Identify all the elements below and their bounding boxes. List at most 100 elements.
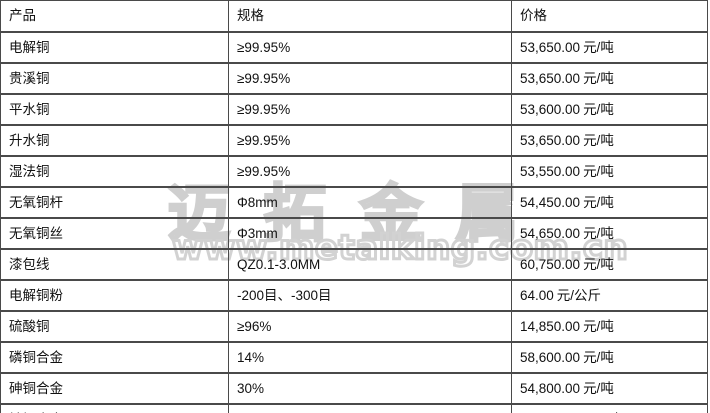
- column-header-spec-label: 规格: [237, 8, 264, 24]
- price-unit: 元/吨: [583, 163, 614, 179]
- product-name: 湿法铜: [9, 163, 50, 179]
- price-unit: 元/吨: [583, 132, 614, 148]
- price-unit: 元/吨: [583, 39, 614, 55]
- cell-product: 平水铜: [0, 93, 229, 126]
- price-unit: 元/吨: [583, 256, 614, 272]
- product-spec: Φ3mm: [237, 225, 278, 241]
- column-header-product: 产品: [0, 0, 229, 33]
- price-amount: 53,650.00: [520, 39, 581, 55]
- table-row: 磷铜合金 14% 58,600.00 元/吨: [0, 341, 708, 374]
- price-unit: 元/吨: [583, 194, 614, 210]
- price-amount: 58,600.00: [520, 349, 581, 365]
- table-row: 砷铜合金 30% 54,800.00 元/吨: [0, 372, 708, 405]
- product-spec: QZ0.1-3.0MM: [237, 256, 321, 272]
- price-amount: 53,550.00: [520, 163, 581, 179]
- cell-spec: QZ0.1-3.0MM: [228, 248, 512, 281]
- product-name: 砷铜合金: [9, 380, 63, 396]
- product-spec: ≥99.95%: [237, 163, 291, 179]
- cell-price: 64.00 元/公斤: [511, 279, 708, 312]
- product-spec: Φ8mm: [237, 194, 278, 210]
- table-row: 无氧铜丝 Φ3mm 54,650.00 元/吨: [0, 217, 708, 250]
- cell-price: 53,650.00 元/吨: [511, 124, 708, 157]
- cell-price: 53,650.00 元/吨: [511, 31, 708, 64]
- cell-spec: ≥99.95%: [228, 62, 512, 95]
- product-name: 电解铜粉: [9, 287, 63, 303]
- product-spec: ≥99.95%: [237, 132, 291, 148]
- price-value-wrap: 54,800.00 元/吨: [520, 382, 707, 396]
- table-row: 升水铜 ≥99.95% 53,650.00 元/吨: [0, 124, 708, 157]
- table-header: 产品 规格 价格: [0, 0, 708, 33]
- cell-price: 54,800.00 元/吨: [511, 372, 708, 405]
- cell-spec: ≥99.95%: [228, 31, 512, 64]
- table-row: 无氧铜杆 Φ8mm 54,450.00 元/吨: [0, 186, 708, 219]
- price-amount: 54,800.00: [520, 380, 581, 396]
- price-amount: 60,750.00: [520, 256, 581, 272]
- product-spec: ≥99.95%: [237, 101, 291, 117]
- cell-spec: ≥99.95%: [228, 155, 512, 188]
- cell-product: 电解铜: [0, 31, 229, 64]
- product-spec: 30%: [237, 380, 265, 396]
- cell-spec: 30%: [228, 372, 512, 405]
- cell-spec: Φ3mm: [228, 217, 512, 250]
- table-row: 硫酸铜 ≥96% 14,850.00 元/吨: [0, 310, 708, 343]
- cell-price: 53,650.00 元/吨: [511, 62, 708, 95]
- price-value-wrap: 53,650.00 元/吨: [520, 72, 707, 86]
- table-row: 漆包线 QZ0.1-3.0MM 60,750.00 元/吨: [0, 248, 708, 281]
- table-row: 电解铜 ≥99.95% 53,650.00 元/吨: [0, 31, 708, 64]
- cell-spec: ≥99.95%: [228, 93, 512, 126]
- column-header-price: 价格: [511, 0, 708, 33]
- cell-product: 铍铜合金: [0, 403, 229, 413]
- product-name: 无氧铜杆: [9, 194, 63, 210]
- cell-product: 硫酸铜: [0, 310, 229, 343]
- price-amount: 14,850.00: [520, 318, 581, 334]
- cell-product: 无氧铜杆: [0, 186, 229, 219]
- price-unit: 元/吨: [583, 101, 614, 117]
- price-unit: 元/吨: [583, 70, 614, 86]
- cell-price: 60,750.00 元/吨: [511, 248, 708, 281]
- product-name: 电解铜: [9, 39, 50, 55]
- cell-price: 53,600.00 元/吨: [511, 93, 708, 126]
- price-amount: 53,650.00: [520, 132, 581, 148]
- product-spec: ≥96%: [237, 318, 272, 334]
- product-name: 磷铜合金: [9, 349, 63, 365]
- price-unit: 元/吨: [583, 380, 614, 396]
- price-unit: 元/吨: [583, 225, 614, 241]
- product-name: 无氧铜丝: [9, 225, 63, 241]
- table-row: 铍铜合金3.0-3.6%138,800.00元/吨: [0, 403, 708, 413]
- cell-product: 贵溪铜: [0, 62, 229, 95]
- cell-spec: ≥99.95%: [228, 124, 512, 157]
- cell-spec: 3.0-3.6%: [228, 403, 512, 413]
- price-amount: 53,600.00: [520, 101, 581, 117]
- cell-price: 138,800.00元/吨: [511, 403, 708, 413]
- product-spec: -200目、-300目: [237, 287, 332, 303]
- cell-spec: Φ8mm: [228, 186, 512, 219]
- price-amount: 54,450.00: [520, 194, 581, 210]
- product-name: 贵溪铜: [9, 70, 50, 86]
- cell-price: 14,850.00 元/吨: [511, 310, 708, 343]
- price-value-wrap: 54,450.00 元/吨: [520, 196, 707, 210]
- price-value-wrap: 53,650.00 元/吨: [520, 41, 707, 55]
- cell-product: 电解铜粉: [0, 279, 229, 312]
- price-value-wrap: 53,650.00 元/吨: [520, 134, 707, 148]
- product-name: 升水铜: [9, 132, 50, 148]
- table-row: 平水铜 ≥99.95% 53,600.00 元/吨: [0, 93, 708, 126]
- table-header-row: 产品 规格 价格: [0, 0, 708, 33]
- column-header-spec: 规格: [228, 0, 512, 33]
- cell-spec: -200目、-300目: [228, 279, 512, 312]
- cell-price: 53,550.00 元/吨: [511, 155, 708, 188]
- price-amount: 64.00: [520, 287, 554, 303]
- product-name: 漆包线: [9, 256, 50, 272]
- column-header-price-label: 价格: [520, 8, 547, 24]
- cell-price: 54,650.00 元/吨: [511, 217, 708, 250]
- cell-product: 湿法铜: [0, 155, 229, 188]
- table-row: 贵溪铜 ≥99.95% 53,650.00 元/吨: [0, 62, 708, 95]
- cell-product: 无氧铜丝: [0, 217, 229, 250]
- cell-spec: 14%: [228, 341, 512, 374]
- cell-product: 砷铜合金: [0, 372, 229, 405]
- table-row: 电解铜粉 -200目、-300目 64.00 元/公斤: [0, 279, 708, 312]
- cell-spec: ≥96%: [228, 310, 512, 343]
- price-unit: 元/吨: [583, 349, 614, 365]
- product-spec: 14%: [237, 349, 265, 365]
- price-unit: 元/吨: [583, 318, 614, 334]
